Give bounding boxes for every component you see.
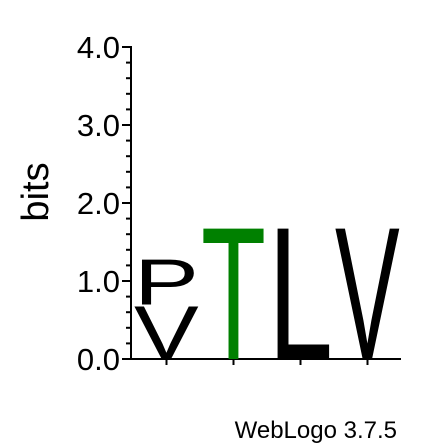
y-tick-label: 1.0 (77, 264, 120, 299)
y-tick-label: 2.0 (77, 186, 120, 221)
x-axis (131, 358, 401, 365)
logo-letter-P: P (134, 246, 199, 319)
y-tick-label: 3.0 (77, 108, 120, 143)
weblogo-credit: WebLogo 3.7.5 (235, 417, 397, 444)
logo-letter-V: V (134, 291, 199, 375)
y-axis: 0.0 1.0 2.0 3.0 4.0 (77, 30, 132, 377)
logo-letter-T: T (201, 188, 266, 400)
logo-letter-V: V (335, 188, 400, 400)
y-tick-label: 4.0 (77, 30, 120, 65)
y-tick-label: 0.0 (77, 342, 120, 377)
logo-letter-L: L (268, 188, 333, 400)
y-axis-label: bits (15, 162, 57, 221)
logo-stacks: VP T L V (134, 188, 400, 400)
